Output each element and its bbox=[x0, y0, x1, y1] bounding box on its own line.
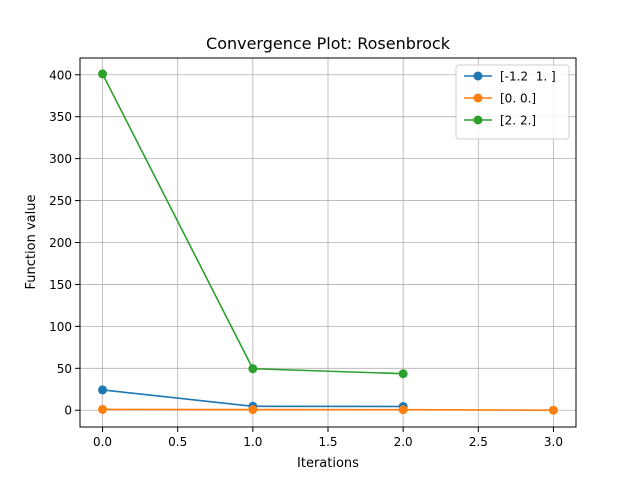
y-tick-label: 300 bbox=[49, 152, 72, 166]
x-axis-ticks: 0.0 0.5 1.0 1.5 2.0 2.5 3.0 bbox=[93, 427, 563, 449]
y-axis-ticks: 0 50 100 150 200 250 300 350 400 bbox=[49, 68, 80, 418]
legend-label: [0. 0.] bbox=[500, 92, 536, 106]
x-tick-label: 1.0 bbox=[243, 435, 262, 449]
legend-label: [-1.2 1. ] bbox=[500, 70, 556, 84]
x-tick-label: 0.0 bbox=[93, 435, 112, 449]
legend-marker bbox=[473, 93, 483, 103]
data-point bbox=[98, 69, 108, 79]
y-tick-label: 400 bbox=[49, 68, 72, 82]
data-point bbox=[98, 404, 108, 414]
y-tick-label: 0 bbox=[64, 404, 72, 418]
legend-label: [2. 2.] bbox=[500, 114, 536, 128]
data-point bbox=[248, 364, 258, 374]
y-axis-label: Function value bbox=[24, 195, 39, 290]
legend-item: [-1.2 1. ] bbox=[464, 70, 556, 84]
data-point bbox=[248, 405, 258, 415]
y-tick-label: 100 bbox=[49, 320, 72, 334]
legend-marker bbox=[473, 71, 483, 81]
data-point bbox=[398, 405, 408, 415]
legend-item: [0. 0.] bbox=[464, 92, 536, 106]
series-1 bbox=[98, 404, 558, 415]
legend: [-1.2 1. ] [0. 0.] [2. 2.] bbox=[455, 64, 570, 140]
data-point bbox=[398, 369, 408, 379]
x-tick-label: 1.5 bbox=[318, 435, 337, 449]
series-layer bbox=[98, 69, 558, 415]
legend-marker bbox=[473, 115, 483, 125]
y-tick-label: 250 bbox=[49, 194, 72, 208]
chart-title: Convergence Plot: Rosenbrock bbox=[206, 34, 451, 53]
x-tick-label: 2.5 bbox=[469, 435, 488, 449]
x-axis-label: Iterations bbox=[297, 456, 359, 471]
y-tick-label: 350 bbox=[49, 110, 72, 124]
x-tick-label: 0.5 bbox=[168, 435, 187, 449]
series-line bbox=[102, 408, 554, 412]
y-tick-label: 200 bbox=[49, 236, 72, 250]
data-point bbox=[98, 385, 108, 395]
y-tick-label: 50 bbox=[57, 362, 72, 376]
x-tick-label: 2.0 bbox=[394, 435, 413, 449]
legend-item: [2. 2.] bbox=[464, 114, 536, 128]
x-tick-label: 3.0 bbox=[544, 435, 563, 449]
series-2 bbox=[98, 69, 408, 379]
data-point bbox=[548, 405, 558, 415]
y-tick-label: 150 bbox=[49, 278, 72, 292]
